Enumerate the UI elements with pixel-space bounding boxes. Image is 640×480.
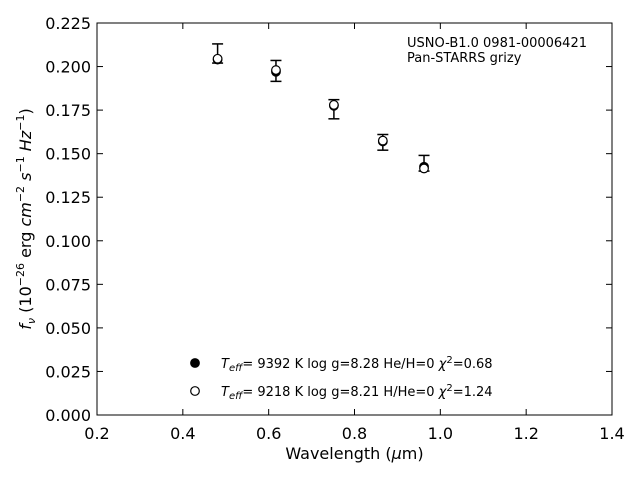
legend-marker <box>190 358 200 368</box>
annotation-line-2: Pan-STARRS grizy <box>407 51 522 66</box>
x-tick-label: 0.2 <box>84 424 109 443</box>
y-tick-label: 0.225 <box>45 14 91 33</box>
x-tick-label: 1.2 <box>513 424 538 443</box>
model-point-open <box>419 163 429 174</box>
legend-entry: Teff= 9218 K log g=8.21 H/He=0 χ2=1.24 <box>221 383 493 402</box>
y-tick-label: 0.025 <box>45 362 91 381</box>
x-axis-label: Wavelength (μm) <box>285 444 423 463</box>
x-tick-label: 1.4 <box>599 424 624 443</box>
x-tick-label: 1.0 <box>428 424 453 443</box>
axis-titles: Wavelength (μm) fν (10−26 erg cm−2 s−1 Hz… <box>14 108 424 463</box>
model-point-open <box>329 99 339 110</box>
x-tick-label: 0.6 <box>256 424 281 443</box>
plot-area: 0.2 0.4 0.6 0.8 1.0 1.2 1.4 0.000 0.025 0.050 0.07… <box>45 14 625 443</box>
y-axis-label: fν (10−26 erg cm−2 s−1 Hz−1) <box>14 108 38 329</box>
y-tick-label: 0.075 <box>45 275 91 294</box>
model-point-open <box>271 65 281 75</box>
legend: Teff= 9392 K log g=8.28 He/H=0 χ2=0.68 Te… <box>190 355 493 402</box>
x-tick-label: 0.8 <box>342 424 367 443</box>
model-point-open <box>212 53 223 64</box>
legend-entry: Teff= 9392 K log g=8.28 He/H=0 χ2=0.68 <box>221 355 493 374</box>
y-tick-label: 0.050 <box>45 319 91 338</box>
y-tick-label: 0.175 <box>45 101 91 120</box>
y-tick-label: 0.100 <box>45 232 91 251</box>
y-tick-label: 0.150 <box>45 145 91 164</box>
y-tick-label: 0.125 <box>45 188 91 207</box>
annotation: USNO-B1.0 0981-00006421 Pan-STARRS grizy <box>407 36 587 66</box>
y-tick-label: 0.000 <box>45 406 91 425</box>
annotation-line-1: USNO-B1.0 0981-00006421 <box>407 36 587 51</box>
x-tick-label: 0.4 <box>170 424 195 443</box>
y-tick-label: 0.200 <box>45 58 91 77</box>
legend-marker <box>190 386 200 396</box>
model-point-open <box>377 135 388 146</box>
